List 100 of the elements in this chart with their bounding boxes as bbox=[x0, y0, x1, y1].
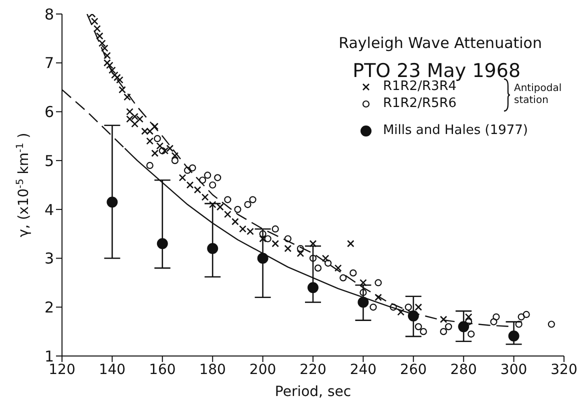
point bbox=[207, 243, 218, 254]
legend-label: R1R2/R5R6 bbox=[382, 96, 457, 111]
point bbox=[440, 328, 448, 336]
point bbox=[492, 313, 500, 320]
point bbox=[111, 71, 118, 79]
y-tick-label: 4 bbox=[44, 200, 54, 219]
point bbox=[214, 174, 222, 182]
x-tick-label: 140 bbox=[98, 362, 126, 378]
point bbox=[146, 162, 154, 170]
point bbox=[171, 152, 179, 160]
point bbox=[108, 66, 116, 74]
point bbox=[184, 166, 192, 174]
x-tick-label: 120 bbox=[48, 362, 76, 378]
point bbox=[468, 330, 475, 338]
point bbox=[188, 164, 196, 172]
x-tick-label: 200 bbox=[249, 362, 276, 378]
point bbox=[350, 269, 357, 276]
point bbox=[126, 108, 134, 116]
point bbox=[374, 294, 382, 302]
point bbox=[98, 40, 106, 47]
point bbox=[118, 86, 126, 94]
legend-label: Mills and Hales (1977) bbox=[382, 123, 528, 138]
point bbox=[314, 264, 322, 272]
point bbox=[296, 244, 304, 252]
point bbox=[518, 313, 525, 320]
point bbox=[444, 323, 452, 330]
point bbox=[116, 76, 124, 84]
point bbox=[360, 288, 367, 296]
point bbox=[284, 235, 292, 242]
y-tick-label: 2 bbox=[44, 298, 54, 316]
point bbox=[249, 196, 256, 204]
point bbox=[104, 52, 111, 60]
y-tick-label: 8 bbox=[44, 5, 54, 24]
x-tick-label: 220 bbox=[300, 362, 326, 378]
point bbox=[347, 240, 354, 248]
point bbox=[154, 135, 161, 142]
point bbox=[104, 59, 111, 67]
point bbox=[156, 142, 164, 150]
point bbox=[397, 308, 404, 316]
point bbox=[224, 196, 232, 204]
point bbox=[114, 74, 121, 82]
point bbox=[90, 18, 98, 25]
point bbox=[414, 323, 422, 330]
x-tick-label: 280 bbox=[450, 362, 477, 378]
point bbox=[458, 321, 470, 332]
point bbox=[124, 93, 131, 101]
point bbox=[272, 225, 279, 233]
point bbox=[264, 235, 272, 242]
point bbox=[259, 235, 266, 242]
point bbox=[96, 32, 104, 40]
point bbox=[404, 304, 412, 311]
point bbox=[244, 200, 252, 208]
point bbox=[199, 176, 206, 184]
point bbox=[151, 150, 159, 157]
point bbox=[209, 181, 216, 189]
point bbox=[322, 254, 330, 262]
point bbox=[272, 240, 279, 248]
point bbox=[194, 186, 202, 194]
point bbox=[101, 44, 108, 52]
point bbox=[420, 328, 427, 336]
x-axis-title: Period, sec bbox=[274, 384, 352, 400]
point bbox=[178, 174, 186, 182]
point bbox=[257, 252, 268, 264]
point bbox=[490, 318, 498, 326]
y-tick-label: 6 bbox=[44, 103, 54, 122]
point bbox=[284, 244, 292, 252]
point bbox=[358, 296, 369, 308]
point bbox=[308, 282, 318, 294]
point bbox=[408, 310, 419, 322]
point bbox=[309, 254, 317, 262]
point bbox=[234, 206, 242, 213]
x-tick-label: 180 bbox=[199, 362, 226, 378]
y-tick-label: 5 bbox=[44, 152, 54, 170]
x-tick-label: 300 bbox=[500, 362, 528, 378]
point bbox=[186, 181, 194, 189]
point bbox=[106, 196, 118, 208]
point bbox=[171, 157, 178, 164]
x-tick-label: 160 bbox=[149, 362, 176, 378]
point bbox=[370, 304, 377, 311]
point bbox=[440, 316, 448, 324]
point bbox=[146, 137, 154, 145]
point bbox=[106, 62, 114, 69]
point bbox=[515, 320, 522, 328]
point bbox=[296, 250, 304, 258]
point bbox=[224, 210, 232, 218]
point bbox=[340, 274, 347, 282]
legend-label: R1R2/R3R4 bbox=[382, 79, 457, 94]
point bbox=[131, 120, 138, 128]
point bbox=[548, 320, 555, 328]
point bbox=[309, 240, 317, 248]
point bbox=[93, 25, 101, 32]
point bbox=[390, 304, 397, 311]
x-tick-label: 260 bbox=[400, 362, 427, 378]
point bbox=[374, 279, 382, 286]
text: Rayleigh Wave Attenuation bbox=[338, 34, 542, 52]
point bbox=[259, 230, 266, 238]
point bbox=[156, 238, 168, 250]
point bbox=[232, 218, 239, 226]
point bbox=[522, 310, 530, 318]
point bbox=[201, 194, 209, 201]
